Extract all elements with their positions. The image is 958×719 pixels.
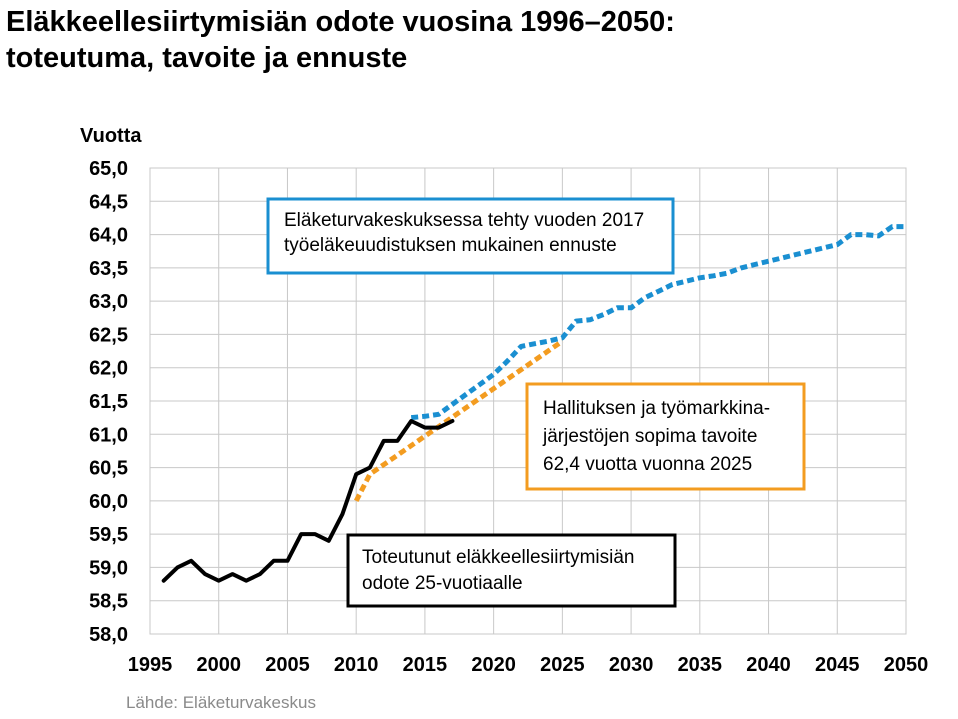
x-tick-label: 2045	[815, 654, 860, 676]
target-note-text: järjestöjen sopima tavoite	[542, 426, 757, 447]
y-tick-label: 62,5	[89, 324, 128, 346]
actual-note-text: odote 25-vuotiaalle	[362, 573, 523, 594]
chart-title-line-2: toteutuma, tavoite ja ennuste	[6, 42, 408, 74]
x-axis: 1995 2000 2005 2010 2015 2020 2025 2030 2035 2040…	[128, 654, 929, 676]
y-tick-label: 61,0	[89, 424, 128, 446]
chart-title: Eläkkeellesiirtymisiän odote vuosina 199…	[6, 4, 675, 76]
forecast-series-line	[410, 224, 906, 421]
forecast-note-text: työeläkeuudistuksen mukainen ennuste	[284, 235, 617, 256]
x-tick-label: 2020	[471, 654, 516, 676]
y-axis: 58,0 58,5 59,0 59,5 60,0 60,5 61,0 61,5 62,0 62,5…	[89, 158, 128, 646]
y-tick-label: 58,5	[89, 591, 128, 613]
target-note-text: Hallituksen ja työmarkkina-	[543, 398, 770, 419]
y-tick-label: 61,5	[89, 391, 128, 413]
y-axis-title: Vuotta	[80, 125, 142, 147]
actual-note-text: Toteutunut eläkkeellesiirtymisiän	[362, 547, 634, 568]
y-tick-label: 59,0	[89, 557, 128, 579]
annotations: Eläketurvakeskuksessa tehty vuoden 2017 t…	[266, 197, 806, 608]
x-tick-label: 2010	[334, 654, 379, 676]
y-tick-label: 59,5	[89, 524, 128, 546]
y-tick-label: 60,5	[89, 458, 128, 480]
y-tick-label: 64,5	[89, 191, 128, 213]
target-note-text: 62,4 vuotta vuonna 2025	[543, 454, 752, 475]
x-tick-label: 1995	[128, 654, 173, 676]
actual-note-box	[346, 533, 677, 608]
x-tick-label: 2030	[609, 654, 654, 676]
forecast-note-text: Eläketurvakeskuksessa tehty vuoden 2017	[284, 210, 644, 231]
forecast-note-box	[266, 197, 675, 275]
y-tick-label: 64,0	[89, 225, 128, 247]
actual-series-line	[161, 419, 455, 583]
x-tick-label: 2015	[403, 654, 448, 676]
source-label: Lähde: Eläketurvakeskus	[126, 693, 316, 712]
series-lines	[161, 224, 906, 583]
x-tick-label: 2035	[678, 654, 723, 676]
y-tick-label: 65,0	[89, 158, 128, 180]
x-tick-label: 2040	[746, 654, 791, 676]
y-tick-label: 63,5	[89, 258, 128, 280]
target-note-box	[525, 382, 806, 491]
y-tick-label: 62,0	[89, 358, 128, 380]
y-tick-label: 58,0	[89, 624, 128, 646]
x-tick-label: 2000	[196, 654, 241, 676]
y-tick-label: 60,0	[89, 491, 128, 513]
y-tick-label: 63,0	[89, 291, 128, 313]
chart-title-line-1: Eläkkeellesiirtymisiän odote vuosina 199…	[6, 6, 675, 38]
x-tick-label: 2025	[540, 654, 585, 676]
x-tick-label: 2005	[265, 654, 310, 676]
x-tick-label: 2050	[884, 654, 929, 676]
